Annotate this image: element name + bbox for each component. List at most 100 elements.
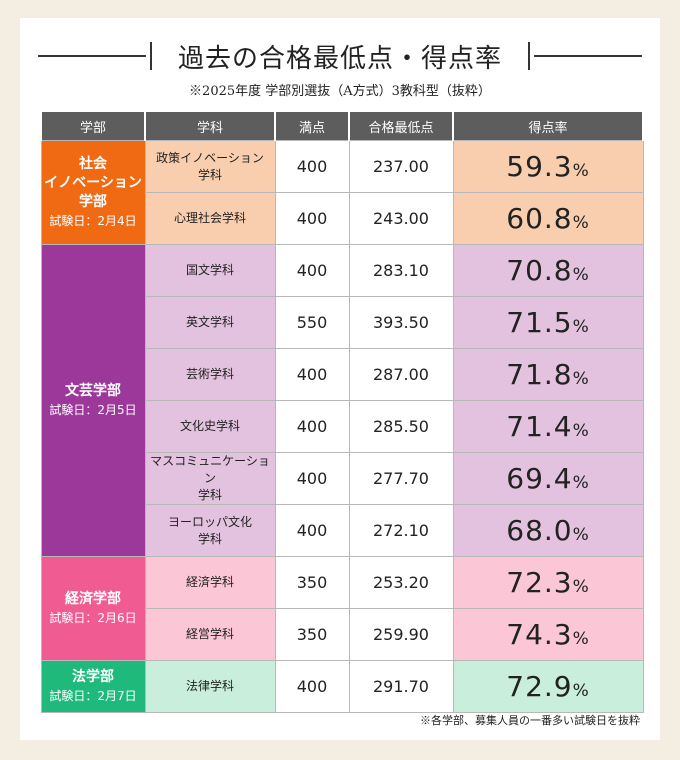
score-rate-cell: 70.8% bbox=[452, 244, 644, 297]
score-rate-cell: 74.3% bbox=[452, 608, 644, 661]
table-header-row: 学部 学科 満点 合格最低点 得点率 bbox=[40, 112, 644, 141]
subject-cell: 経済学科 bbox=[144, 556, 276, 609]
subject-name-line: 経済学科 bbox=[185, 575, 234, 589]
department-name-line: イノベーション bbox=[44, 174, 142, 191]
max-score-cell: 350 bbox=[274, 556, 350, 609]
score-rate-cell: 72.3% bbox=[452, 556, 644, 609]
score-card: 過去の合格最低点・得点率 ※2025年度 学部別選抜（A方式）3教科型（抜粋） … bbox=[20, 18, 660, 740]
subject-cell: 心理社会学科 bbox=[144, 192, 276, 245]
min-pass-score-cell: 259.90 bbox=[348, 608, 454, 661]
min-pass-score-cell: 287.00 bbox=[348, 348, 454, 401]
table-row: 社会 イノベーション 学部 試験日：2月4日 政策イノベーション 学科 400 237.00 5… bbox=[40, 140, 644, 245]
min-pass-score-cell: 272.10 bbox=[348, 504, 454, 557]
score-rate-value: 70.8 bbox=[506, 254, 573, 287]
min-pass-score-cell: 253.20 bbox=[348, 556, 454, 609]
max-score-cell: 550 bbox=[274, 296, 350, 349]
page-subtitle: ※2025年度 学部別選抜（A方式）3教科型（抜粋） bbox=[189, 84, 491, 99]
max-score-cell: 400 bbox=[274, 660, 350, 713]
max-score-cell: 400 bbox=[274, 400, 350, 453]
subject-name-line: 芸術学科 bbox=[185, 367, 234, 381]
department-cell: 経済学部 試験日：2月6日 bbox=[40, 556, 146, 661]
score-rate-cell: 69.4% bbox=[452, 452, 644, 505]
subject-cell: 英文学科 bbox=[144, 296, 276, 349]
percent-sign: % bbox=[572, 161, 590, 181]
max-score-cell: 400 bbox=[274, 192, 350, 245]
score-rate-value: 60.8 bbox=[506, 202, 573, 235]
table-row: 経営学科 350 259.90 74.3% bbox=[41, 608, 644, 661]
header-max-score: 満点 bbox=[274, 112, 350, 141]
table-row: 法学部 試験日：2月7日 法律学科 400 291.70 72.9% bbox=[40, 660, 644, 713]
score-rate-value: 68.0 bbox=[506, 514, 573, 547]
max-score-cell: 400 bbox=[274, 348, 350, 401]
score-rate-cell: 72.9% bbox=[452, 660, 644, 713]
subject-cell: 法律学科 bbox=[144, 660, 276, 713]
subject-name-line: 経営学科 bbox=[185, 627, 234, 641]
department-cell: 法学部 試験日：2月7日 bbox=[40, 660, 146, 713]
subject-cell: マスコミュニケーション 学科 bbox=[144, 452, 276, 505]
title-bar-left bbox=[150, 42, 152, 70]
score-table: 学部 学科 満点 合格最低点 得点率 社会イノベーション 学部試験日：2月4日 政策… bbox=[40, 112, 644, 713]
table-row: マスコミュニケーション 学科 400 277.70 69.4% bbox=[41, 452, 644, 505]
subject-name-line: 文化史学科 bbox=[179, 419, 240, 433]
percent-sign: % bbox=[572, 681, 590, 701]
header-min-pass-score: 合格最低点 bbox=[348, 112, 454, 141]
percent-sign: % bbox=[572, 213, 590, 233]
max-score-cell: 400 bbox=[274, 504, 350, 557]
subject-name-line: 法律学科 bbox=[185, 679, 234, 693]
score-rate-value: 74.3 bbox=[506, 618, 573, 651]
min-pass-score-cell: 291.70 bbox=[348, 660, 454, 713]
score-rate-value: 72.3 bbox=[506, 566, 573, 599]
percent-sign: % bbox=[572, 369, 590, 389]
footnote: ※各学部、募集人員の一番多い試験日を抜粋 bbox=[420, 714, 640, 727]
min-pass-score-cell: 277.70 bbox=[348, 452, 454, 505]
score-rate-value: 72.9 bbox=[506, 670, 573, 703]
min-pass-score-cell: 237.00 bbox=[348, 140, 454, 193]
score-rate-value: 71.4 bbox=[506, 410, 573, 443]
table-row: 文芸学部 試験日：2月5日 国文学科 400 283.10 70.8% bbox=[40, 244, 644, 557]
exam-date: 試験日：2月4日 bbox=[49, 213, 137, 228]
score-rate-cell: 68.0% bbox=[452, 504, 644, 557]
table-row: 心理社会学科 400 243.00 60.8% bbox=[41, 192, 644, 245]
percent-sign: % bbox=[572, 317, 590, 337]
subject-name-line: 学科 bbox=[197, 167, 222, 182]
subject-cell: 政策イノベーション 学科 bbox=[144, 140, 276, 193]
subject-cell: 経営学科 bbox=[144, 608, 276, 661]
subject-name-line: 政策イノベーション bbox=[156, 150, 264, 165]
title-bar-right bbox=[528, 42, 530, 70]
department-name-line: 社会 bbox=[79, 155, 107, 172]
subject-cell: 国文学科 bbox=[144, 244, 276, 297]
exam-date: 試験日：2月5日 bbox=[49, 402, 137, 417]
subject-name-line: 学科 bbox=[197, 488, 222, 502]
score-rate-value: 59.3 bbox=[506, 150, 573, 183]
table-row: 文化史学科 400 285.50 71.4% bbox=[41, 400, 644, 453]
percent-sign: % bbox=[572, 525, 590, 545]
header-score-rate: 得点率 bbox=[452, 112, 644, 141]
score-rate-value: 69.4 bbox=[506, 462, 573, 495]
subject-name-line: 国文学科 bbox=[185, 263, 234, 277]
percent-sign: % bbox=[572, 629, 590, 649]
max-score-cell: 400 bbox=[274, 452, 350, 505]
percent-sign: % bbox=[572, 577, 590, 597]
max-score-cell: 350 bbox=[274, 608, 350, 661]
table-row: 経済学部 試験日：2月6日 経済学科 350 253.20 72.3% bbox=[40, 556, 644, 661]
subject-cell: 文化史学科 bbox=[144, 400, 276, 453]
subject-cell: 芸術学科 bbox=[144, 348, 276, 401]
header-department: 学部 bbox=[40, 112, 146, 141]
min-pass-score-cell: 393.50 bbox=[348, 296, 454, 349]
score-rate-cell: 71.5% bbox=[452, 296, 644, 349]
max-score-cell: 400 bbox=[274, 244, 350, 297]
table-row: 英文学科 550 393.50 71.5% bbox=[41, 296, 644, 349]
score-rate-cell: 71.4% bbox=[452, 400, 644, 453]
score-rate-value: 71.8 bbox=[506, 358, 573, 391]
exam-date: 試験日：2月6日 bbox=[49, 610, 137, 625]
max-score-cell: 400 bbox=[274, 140, 350, 193]
score-rate-cell: 60.8% bbox=[452, 192, 644, 245]
percent-sign: % bbox=[572, 265, 590, 285]
subject-cell: ヨーロッパ文化 学科 bbox=[144, 504, 276, 557]
department-cell: 社会 イノベーション 学部 試験日：2月4日 bbox=[40, 140, 146, 245]
score-rate-cell: 59.3% bbox=[452, 140, 644, 193]
min-pass-score-cell: 285.50 bbox=[348, 400, 454, 453]
title-rule-right bbox=[534, 55, 642, 57]
title-rule-left bbox=[38, 55, 146, 57]
min-pass-score-cell: 283.10 bbox=[348, 244, 454, 297]
